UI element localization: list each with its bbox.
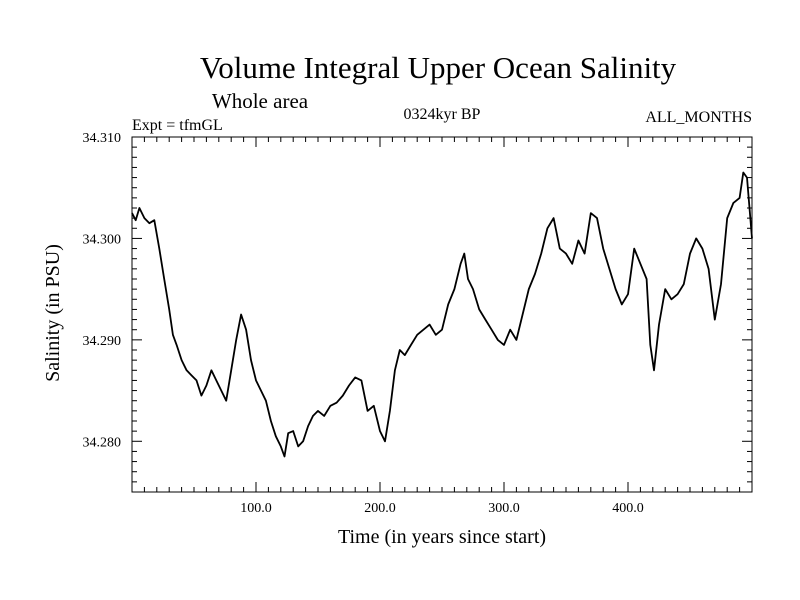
x-tick-label: 200.0 — [364, 501, 396, 516]
annotation-center: 0324kyr BP — [404, 106, 481, 123]
ticks: 100.0 200.0 300.0 400.0 34.280 34.290 34.300 34… — [83, 131, 752, 516]
series-line — [131, 171, 753, 458]
series-layer — [131, 171, 753, 458]
x-tick-label: 300.0 — [488, 501, 520, 516]
y-tick-label: 34.290 — [83, 334, 122, 349]
axes — [131, 136, 753, 493]
y-axis-label: Salinity (in PSU) — [42, 244, 64, 382]
annotation-left: Expt = tfmGL — [132, 117, 223, 134]
x-axis-label: Time (in years since start) — [338, 526, 546, 548]
plot-frame — [131, 136, 753, 493]
y-tick-label: 34.310 — [83, 131, 122, 146]
chart-subtitle: Whole area — [212, 89, 309, 113]
x-tick-label: 400.0 — [612, 501, 644, 516]
annotation-right: ALL_MONTHS — [645, 109, 752, 126]
x-tick-label: 100.0 — [240, 501, 272, 516]
y-tick-label: 34.280 — [83, 435, 122, 450]
chart-title: Volume Integral Upper Ocean Salinity — [200, 50, 677, 85]
y-tick-label: 34.300 — [83, 232, 122, 247]
